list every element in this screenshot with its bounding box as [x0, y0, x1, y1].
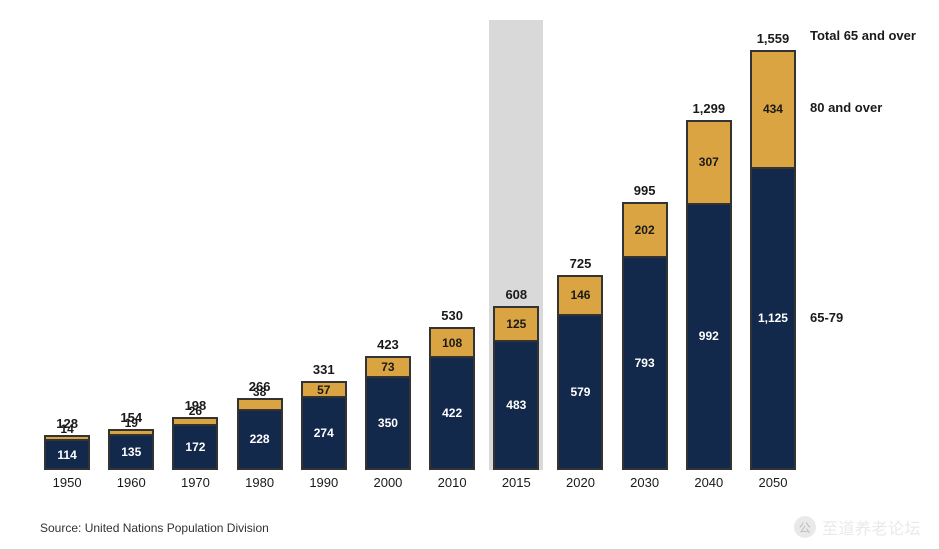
- bar-segment-label: 202: [635, 223, 655, 237]
- bar-segment-label: 19: [125, 416, 138, 430]
- bar-segment-label: 483: [506, 398, 526, 412]
- bar-total-label: 608: [505, 287, 527, 302]
- bar-segment-label: 579: [570, 385, 590, 399]
- bar-segment-65-79: 114: [44, 439, 90, 470]
- bar-segment-80-and-over: 434: [750, 50, 796, 167]
- bar-segment-80-and-over: 202: [622, 202, 668, 256]
- bar-1960: 15419135: [104, 20, 158, 470]
- bar-segment-label: 274: [314, 426, 334, 440]
- bar-segment-label: 307: [699, 155, 719, 169]
- year-label: 1950: [40, 475, 94, 490]
- bar-segment-label: 1,125: [758, 311, 788, 325]
- bar-1980: 26638228: [233, 20, 287, 470]
- bar-segment-label: 146: [570, 288, 590, 302]
- year-label: 1980: [233, 475, 287, 490]
- bar-total-label: 530: [441, 308, 463, 323]
- year-label: 1970: [168, 475, 222, 490]
- bar-segment-80-and-over: 26: [172, 417, 218, 424]
- bar-segment-label: 350: [378, 416, 398, 430]
- year-label: 1990: [297, 475, 351, 490]
- bar-segment-65-79: 579: [557, 314, 603, 470]
- year-label: 2050: [746, 475, 800, 490]
- bar-segment-label: 172: [185, 440, 205, 454]
- watermark: 公 至道养老论坛: [794, 515, 921, 539]
- bar-segment-80-and-over: 108: [429, 327, 475, 356]
- bar-total-label: 995: [634, 183, 656, 198]
- bar-segment-label: 793: [635, 356, 655, 370]
- bar-segment-label: 73: [381, 360, 394, 374]
- bar-total-label: 1,299: [693, 101, 726, 116]
- bar-segment-label: 14: [60, 422, 73, 436]
- bar-1950: 12814114: [40, 20, 94, 470]
- bar-segment-label: 108: [442, 336, 462, 350]
- bar-1970: 19826172: [168, 20, 222, 470]
- bar-segment-80-and-over: 38: [237, 398, 283, 408]
- bar-segment-label: 992: [699, 329, 719, 343]
- bar-segment-label: 26: [189, 404, 202, 418]
- bar-segment-label: 114: [57, 448, 76, 462]
- bar-segment-label: 135: [121, 445, 141, 459]
- bar-segment-65-79: 793: [622, 256, 668, 470]
- bar-2050: 1,559 434 1,125: [746, 20, 800, 470]
- year-label: 2020: [553, 475, 607, 490]
- bar-2015: 608 125 483: [489, 20, 543, 470]
- bar-total-label: 423: [377, 337, 399, 352]
- bar-segment-80-and-over: 57: [301, 381, 347, 396]
- year-label: 2015: [489, 475, 543, 490]
- bar-total-label: 725: [570, 256, 592, 271]
- year-label: 1960: [104, 475, 158, 490]
- stacked-bar-chart: 1281411415419135198261722663822833157274…: [40, 20, 800, 470]
- bar-segment-80-and-over: 125: [493, 306, 539, 340]
- year-label: 2030: [618, 475, 672, 490]
- year-label: 2010: [425, 475, 479, 490]
- legend-total: Total 65 and over: [810, 28, 916, 43]
- legend-upper: 80 and over: [810, 100, 882, 115]
- bar-segment-80-and-over: 307: [686, 120, 732, 203]
- bar-segment-65-79: 172: [172, 424, 218, 470]
- year-label: 2040: [682, 475, 736, 490]
- bar-2020: 725 146 579: [553, 20, 607, 470]
- source-text: Source: United Nations Population Divisi…: [40, 521, 269, 535]
- bar-segment-65-79: 1,125: [750, 167, 796, 470]
- x-axis-labels: 1950 1960 1970 1980 1990 2000 2010 2015 2020 2030…: [40, 475, 800, 490]
- bar-segment-65-79: 350: [365, 376, 411, 470]
- bar-segment-65-79: 135: [108, 434, 154, 470]
- bar-segment-label: 125: [506, 317, 526, 331]
- legend-lower: 65-79: [810, 310, 843, 325]
- bar-segment-65-79: 422: [429, 356, 475, 470]
- bar-segment-65-79: 274: [301, 396, 347, 470]
- bar-2040: 1,299 307 992: [682, 20, 736, 470]
- bar-segment-label: 228: [250, 432, 270, 446]
- bar-segment-65-79: 483: [493, 340, 539, 470]
- bar-segment-80-and-over: 73: [365, 356, 411, 376]
- bar-segment-label: 38: [253, 385, 266, 399]
- year-label: 2000: [361, 475, 415, 490]
- bar-2000: 423 73 350: [361, 20, 415, 470]
- bar-segment-label: 422: [442, 406, 462, 420]
- bar-1990: 331 57 274: [297, 20, 351, 470]
- bar-2010: 530 108 422: [425, 20, 479, 470]
- bar-segment-80-and-over: 146: [557, 275, 603, 314]
- bar-2030: 995 202 793: [618, 20, 672, 470]
- bar-segment-65-79: 228: [237, 409, 283, 470]
- bar-segment-65-79: 992: [686, 203, 732, 470]
- bar-segment-label: 57: [317, 383, 330, 397]
- bar-segment-label: 434: [763, 102, 783, 116]
- bar-total-label: 331: [313, 362, 335, 377]
- bar-total-label: 1,559: [757, 31, 790, 46]
- wechat-icon: 公: [794, 516, 816, 538]
- watermark-text: 至道养老论坛: [822, 515, 921, 539]
